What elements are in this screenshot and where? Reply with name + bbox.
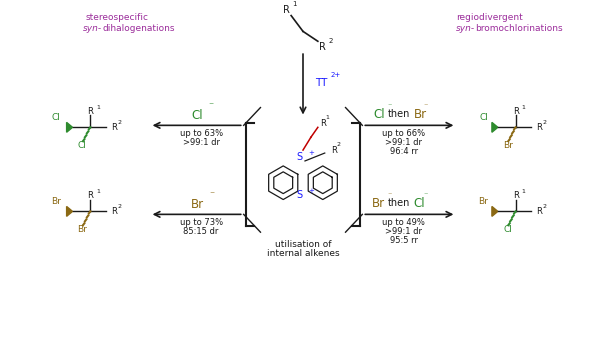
Text: Br: Br [414, 108, 427, 121]
Polygon shape [67, 122, 73, 132]
Text: Br: Br [191, 198, 204, 211]
Text: ⁻: ⁻ [424, 191, 428, 199]
Text: Br: Br [503, 141, 513, 150]
Polygon shape [67, 207, 73, 216]
Text: R: R [536, 207, 542, 216]
Text: syn-: syn- [83, 24, 102, 33]
Text: 1: 1 [522, 189, 525, 194]
Text: 2+: 2+ [331, 72, 341, 78]
Text: R: R [320, 119, 325, 128]
Text: 2: 2 [542, 204, 547, 210]
Text: R: R [111, 207, 117, 216]
Text: R: R [87, 191, 93, 200]
Text: 95:5 rr: 95:5 rr [390, 236, 418, 245]
Text: utilisation of: utilisation of [275, 240, 331, 248]
Text: up to 66%: up to 66% [382, 129, 425, 138]
Text: 1: 1 [292, 1, 296, 7]
Text: S: S [296, 190, 302, 199]
Text: up to 73%: up to 73% [179, 218, 222, 227]
Text: R: R [513, 107, 519, 116]
Text: Cl: Cl [373, 108, 385, 121]
Text: stereospecific: stereospecific [85, 13, 148, 22]
Text: S: S [296, 152, 302, 162]
Text: dihalogenations: dihalogenations [102, 24, 175, 33]
Text: R: R [319, 42, 326, 52]
Text: 1: 1 [96, 104, 100, 110]
Text: R: R [87, 107, 93, 116]
Text: up to 49%: up to 49% [382, 218, 425, 227]
Text: 1: 1 [326, 115, 330, 120]
Text: R: R [331, 146, 336, 154]
Text: 2: 2 [117, 120, 121, 125]
Text: 2: 2 [336, 142, 341, 147]
Text: TT: TT [315, 78, 327, 88]
Text: R: R [283, 5, 290, 15]
Text: 2: 2 [542, 120, 547, 125]
Text: Br: Br [372, 197, 385, 210]
Text: ⁻: ⁻ [209, 191, 214, 200]
Text: up to 63%: up to 63% [179, 129, 222, 138]
Text: bromochlorinations: bromochlorinations [475, 24, 563, 33]
Text: regiodivergent: regiodivergent [456, 13, 524, 22]
Text: internal alkenes: internal alkenes [267, 249, 339, 259]
Text: Cl: Cl [191, 109, 203, 122]
Text: R: R [513, 191, 519, 200]
Text: Br: Br [78, 225, 87, 234]
Polygon shape [492, 122, 498, 132]
Text: 2: 2 [117, 204, 121, 210]
Text: 1: 1 [522, 104, 525, 110]
Text: >99:1 dr: >99:1 dr [385, 227, 422, 236]
Text: Cl: Cl [52, 113, 61, 122]
Text: 85:15 dr: 85:15 dr [184, 227, 219, 236]
Text: Cl: Cl [504, 225, 512, 234]
Text: syn-: syn- [456, 24, 475, 33]
Text: Cl: Cl [414, 197, 425, 210]
Text: Br: Br [478, 197, 488, 206]
Text: +: + [308, 188, 314, 194]
Text: >99:1 dr: >99:1 dr [385, 138, 422, 147]
Text: ⁻: ⁻ [208, 101, 213, 112]
Text: Cl: Cl [78, 141, 87, 150]
Polygon shape [492, 207, 498, 216]
Text: R: R [111, 123, 117, 132]
Text: +: + [308, 150, 314, 156]
Text: R: R [536, 123, 542, 132]
Text: ⁻: ⁻ [387, 191, 391, 199]
Text: >99:1 dr: >99:1 dr [182, 138, 219, 147]
Text: then: then [388, 198, 410, 209]
Text: then: then [388, 110, 410, 119]
Text: 96:4 rr: 96:4 rr [390, 147, 418, 155]
Text: Cl: Cl [479, 113, 488, 122]
Text: 2: 2 [328, 38, 333, 44]
Text: 1: 1 [96, 189, 100, 194]
Text: ⁻: ⁻ [424, 101, 428, 111]
Text: ⁻: ⁻ [387, 101, 391, 111]
Text: Br: Br [51, 197, 61, 206]
